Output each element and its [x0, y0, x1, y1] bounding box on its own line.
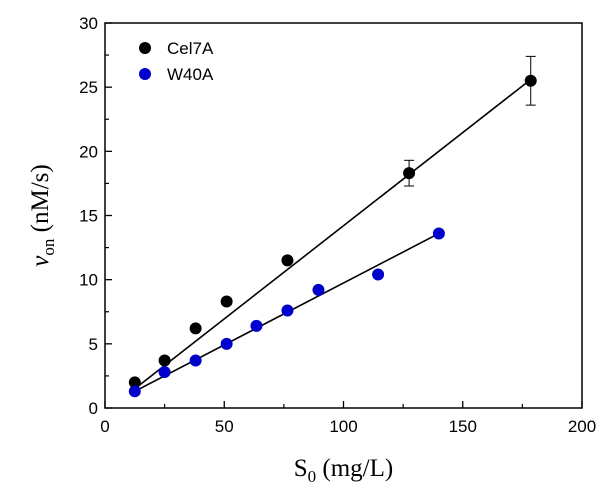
y-tick-label: 30: [79, 14, 98, 33]
y-axis-title: von (nM/s): [27, 164, 58, 266]
cel7a-legend-label: Cel7A: [167, 39, 214, 58]
w40a-point: [158, 366, 171, 379]
w40a-point: [220, 337, 233, 350]
y-tick-label: 10: [79, 271, 98, 290]
legend: Cel7A W40A: [139, 39, 214, 84]
x-axis-title-unit: (mg/L): [316, 455, 393, 482]
w40a-point: [372, 268, 385, 281]
y-tick-label: 0: [89, 399, 98, 418]
x-axis-title-subscript: 0: [308, 467, 317, 486]
w40a-point: [432, 227, 445, 240]
cel7a-point: [281, 254, 294, 267]
cel7a-legend-marker: [139, 42, 151, 54]
w40a-point: [128, 385, 141, 398]
y-axis-title-subscript: on: [39, 238, 58, 256]
y-tick-label: 20: [79, 142, 98, 161]
cel7a-point: [403, 167, 416, 180]
y-tick-label: 25: [79, 78, 98, 97]
x-tick-label: 0: [100, 417, 109, 436]
x-tick-label: 150: [449, 417, 477, 436]
x-axis-title-base: S: [294, 455, 308, 482]
tick-labels: 0 50 100 150 200 0 5 10 15 20 25 30: [79, 14, 596, 436]
w40a-point: [281, 304, 294, 317]
y-axis-title-base: v: [27, 255, 54, 267]
y-axis-title-unit: (nM/s): [27, 164, 54, 238]
w40a-point: [312, 283, 325, 296]
plot-frame: [104, 22, 583, 409]
w40a-point: [250, 319, 263, 332]
data-points: [128, 74, 537, 398]
cel7a-point: [128, 376, 141, 389]
cel7a-point: [524, 74, 537, 87]
cel7a-point: [189, 322, 202, 335]
fit-lines: [134, 78, 532, 393]
cel7a-point: [158, 354, 171, 367]
x-axis-title: S0 (mg/L): [294, 455, 393, 486]
error-bars: [404, 55, 536, 187]
cel7a-point: [220, 295, 233, 308]
w40a-legend-label: W40A: [167, 65, 214, 84]
x-tick-label: 200: [568, 417, 596, 436]
w40a-point: [189, 354, 202, 367]
x-tick-label: 100: [329, 417, 357, 436]
x-tick-label: 50: [215, 417, 234, 436]
y-tick-label: 15: [79, 207, 98, 226]
w40a-legend-marker: [139, 68, 151, 80]
y-tick-label: 5: [89, 335, 98, 354]
cel7a-fit-line: [134, 78, 532, 390]
